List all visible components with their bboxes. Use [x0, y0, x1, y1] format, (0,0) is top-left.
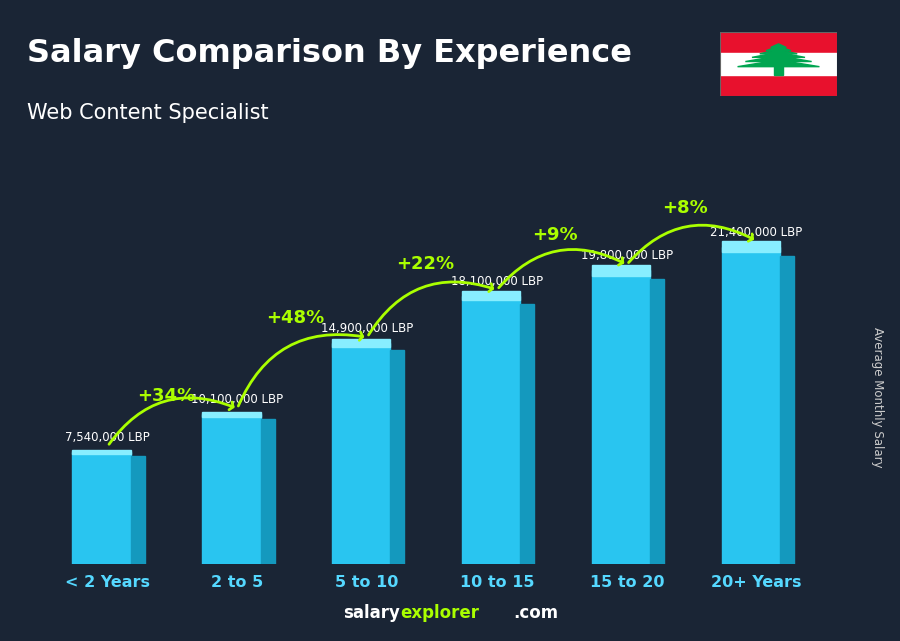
Polygon shape — [752, 53, 805, 58]
Text: .com: .com — [513, 604, 558, 622]
Text: Average Monthly Salary: Average Monthly Salary — [871, 327, 884, 468]
Bar — [591, 265, 650, 276]
Text: Web Content Specialist: Web Content Specialist — [27, 103, 268, 122]
Bar — [591, 271, 650, 564]
Bar — [720, 53, 837, 75]
Bar — [202, 414, 261, 564]
Bar — [72, 450, 130, 454]
Polygon shape — [766, 47, 791, 51]
Bar — [462, 291, 520, 301]
Text: +22%: +22% — [396, 255, 454, 273]
Bar — [720, 75, 837, 96]
Text: Salary Comparison By Experience: Salary Comparison By Experience — [27, 38, 632, 69]
Bar — [520, 304, 535, 564]
Text: +34%: +34% — [137, 387, 195, 405]
Bar — [261, 419, 274, 564]
Bar — [774, 67, 783, 75]
Text: 21,400,000 LBP: 21,400,000 LBP — [710, 226, 803, 238]
Text: +8%: +8% — [662, 199, 708, 217]
Text: salary: salary — [344, 604, 400, 622]
Bar — [650, 279, 664, 564]
Bar — [462, 296, 520, 564]
Bar — [202, 412, 261, 417]
Text: 7,540,000 LBP: 7,540,000 LBP — [65, 431, 149, 444]
Bar — [130, 456, 145, 564]
Text: 14,900,000 LBP: 14,900,000 LBP — [321, 322, 413, 335]
Bar — [722, 247, 780, 564]
Text: +9%: +9% — [533, 226, 578, 244]
Polygon shape — [737, 60, 820, 67]
Polygon shape — [770, 44, 787, 47]
Polygon shape — [745, 56, 812, 62]
Bar — [722, 241, 780, 253]
Text: 19,800,000 LBP: 19,800,000 LBP — [580, 249, 673, 262]
Bar — [391, 350, 404, 564]
Text: 18,100,000 LBP: 18,100,000 LBP — [451, 274, 543, 288]
Text: +48%: +48% — [266, 309, 325, 327]
Text: 10,100,000 LBP: 10,100,000 LBP — [191, 394, 284, 406]
Bar — [780, 256, 794, 564]
Bar — [720, 32, 837, 53]
Bar — [332, 343, 391, 564]
Text: explorer: explorer — [400, 604, 480, 622]
Polygon shape — [760, 49, 797, 54]
Bar — [332, 339, 391, 347]
Bar — [72, 453, 130, 564]
